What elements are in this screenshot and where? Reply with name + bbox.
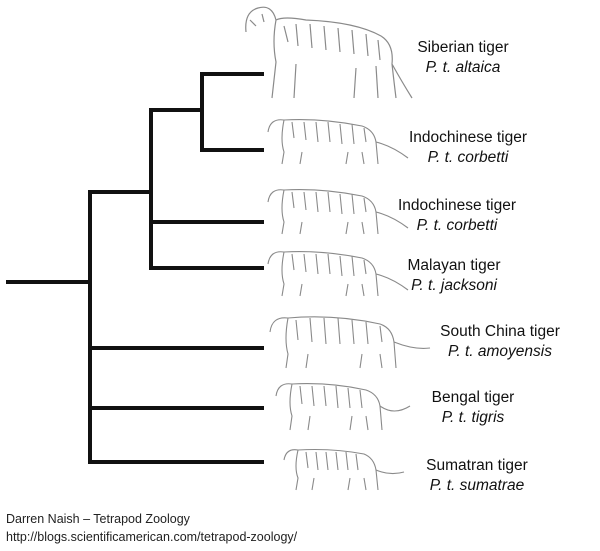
- scientific-name: P. t. corbetti: [416, 217, 498, 234]
- taxon-label-sumatran: Sumatran tiger P. t. sumatrae: [382, 456, 572, 496]
- scientific-name: P. t. sumatrae: [429, 477, 525, 494]
- taxon-label-indochinese-1: Indochinese tiger P. t. corbetti: [373, 128, 563, 168]
- tiger-sketch-icon: [267, 189, 409, 235]
- tiger-sketch-icon: [283, 448, 405, 491]
- taxon-label-indochinese-2: Indochinese tiger P. t. corbetti: [362, 196, 552, 236]
- common-name: Indochinese tiger: [408, 129, 528, 146]
- common-name: Indochinese tiger: [397, 197, 517, 214]
- scientific-name: P. t. tigris: [441, 409, 505, 426]
- credit-author: Darren Naish – Tetrapod Zoology: [6, 512, 190, 526]
- common-name: Sumatran tiger: [426, 457, 528, 474]
- taxon-label-malayan: Malayan tiger P. t. jacksoni: [359, 256, 549, 296]
- scientific-name: P. t. jacksoni: [411, 277, 497, 294]
- common-name: Siberian tiger: [417, 39, 509, 56]
- tiger-sketch-icon: [245, 6, 413, 99]
- tiger-sketch-icon: [267, 251, 409, 297]
- taxon-label-bengal: Bengal tiger P. t. tigris: [378, 388, 568, 428]
- common-name: Malayan tiger: [407, 257, 501, 274]
- common-name: South China tiger: [440, 323, 560, 340]
- taxon-label-south-china: South China tiger P. t. amoyensis: [405, 322, 595, 362]
- scientific-name: P. t. corbetti: [427, 149, 509, 166]
- tiger-sketch-icon: [275, 383, 411, 431]
- scientific-name: P. t. altaica: [425, 59, 501, 76]
- scientific-name: P. t. amoyensis: [448, 343, 552, 360]
- tiger-sketch-icon: [269, 316, 431, 369]
- tiger-sketch-icon: [267, 119, 409, 165]
- taxon-label-siberian: Siberian tiger P. t. altaica: [368, 38, 558, 78]
- common-name: Bengal tiger: [431, 389, 515, 406]
- credit-url: http://blogs.scientificamerican.com/tetr…: [6, 530, 298, 544]
